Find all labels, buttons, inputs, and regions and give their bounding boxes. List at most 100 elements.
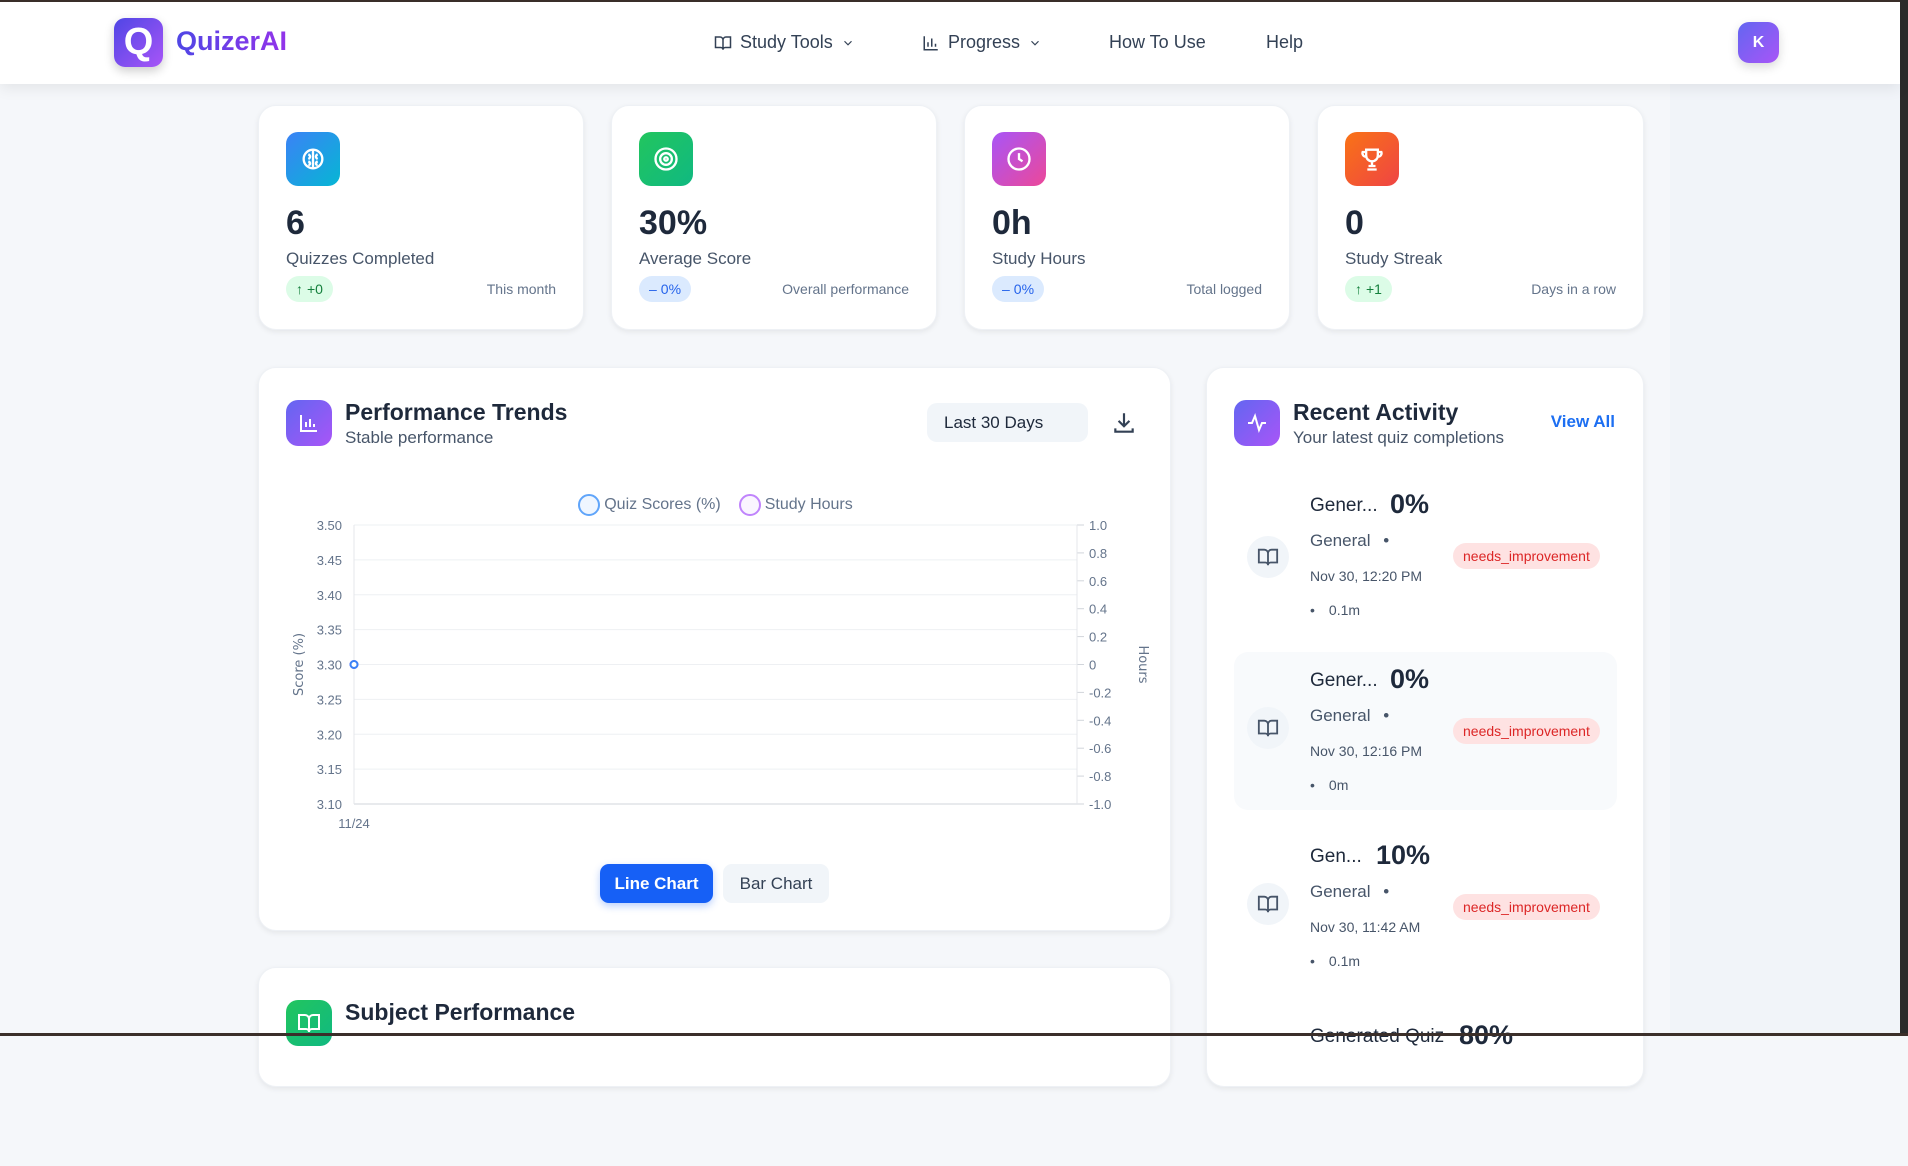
stat-note: Overall performance (782, 281, 909, 297)
activity-subject: General (1310, 531, 1371, 550)
chevron-down-icon (1031, 40, 1039, 46)
minus-icon: – (1002, 281, 1010, 297)
performance-chart: 3.50 3.45 3.40 3.35 3.30 3.25 3.20 3.15 3.10 1.0 0… (292, 518, 1150, 831)
y2-tick-label: 0.2 (1089, 630, 1107, 645)
stat-card-quizzes: 6 Quizzes Completed ↑ +0 This month (258, 105, 584, 330)
y-tick-label: 3.45 (317, 553, 342, 568)
stat-note: Total logged (1186, 281, 1262, 297)
logo-icon[interactable]: Q (114, 18, 163, 67)
nav-label: Help (1266, 32, 1304, 52)
legend-swatch (738, 494, 761, 516)
nav-how-to-use[interactable]: How To Use (1109, 32, 1206, 53)
download-icon[interactable] (1111, 410, 1137, 436)
card-subtitle: Your latest quiz completions (1293, 428, 1505, 447)
stat-change-badge: –0% (639, 276, 692, 302)
y2-tick-label: 0.6 (1089, 574, 1107, 589)
activity-item[interactable]: Gener... 0% General • Nov 30, 12:16 PM •… (1234, 652, 1617, 810)
stat-value: 6 (286, 204, 305, 242)
chevron-down-icon (843, 40, 852, 46)
y-axis-title: Score (%) (292, 633, 307, 696)
activity-title: Generated Quiz (1310, 1026, 1445, 1047)
y-tick-label: 3.50 (317, 518, 342, 533)
y-tick-label: 3.15 (317, 762, 342, 777)
stat-card-study-streak: 0 Study Streak ↑ +1 Days in a row (1317, 105, 1644, 330)
user-avatar[interactable]: K (1738, 22, 1779, 63)
data-point (349, 660, 359, 669)
y2-tick-label: 0.8 (1089, 546, 1107, 561)
y2-tick-label: -0.8 (1089, 769, 1111, 784)
subject-performance-card: Subject Performance (258, 967, 1171, 1087)
book-icon (1247, 883, 1289, 925)
stat-value: 0h (992, 204, 1032, 242)
bar-chart-icon (923, 35, 938, 50)
book-icon (714, 35, 732, 50)
y2-tick-label: 0.4 (1089, 602, 1107, 617)
legend-item-study-hours[interactable]: Study Hours (738, 494, 853, 516)
card-title: Recent Activity (1293, 399, 1459, 425)
date-range-select[interactable]: Last 30 Days (927, 403, 1088, 442)
y2-axis-title: Hours (1135, 645, 1150, 683)
bullet: • (1383, 882, 1390, 901)
activity-item[interactable]: Gener... 0% General • Nov 30, 12:20 PM •… (1234, 481, 1617, 639)
activity-date: Nov 30, 12:16 PM (1310, 743, 1423, 759)
line-chart-button[interactable]: Line Chart (600, 864, 713, 903)
y2-tick-label: 1.0 (1089, 518, 1107, 533)
activity-subject: General (1310, 882, 1371, 901)
stat-change-badge: ↑ +1 (1345, 276, 1392, 302)
activity-item[interactable]: Gen... 10% General • Nov 30, 11:42 AM • 0… (1234, 828, 1617, 986)
book-icon (1247, 707, 1289, 749)
status-badge: needs_improvement (1453, 718, 1600, 744)
bar-chart-button[interactable]: Bar Chart (723, 864, 829, 903)
activity-score: 10% (1376, 840, 1431, 870)
stat-value: 30% (639, 204, 708, 242)
window-bottom-border (0, 1033, 1908, 1036)
y-tick-label: 3.10 (317, 797, 342, 812)
activity-icon (1234, 400, 1280, 446)
status-badge: needs_improvement (1453, 543, 1600, 569)
y2-tick-label: -1.0 (1089, 797, 1111, 812)
nav-help[interactable]: Help (1266, 32, 1303, 53)
stat-change: +1 (1366, 281, 1382, 297)
stat-change: +0 (307, 281, 323, 297)
view-all-link[interactable]: View All (1550, 412, 1615, 431)
legend-label: Study Hours (764, 496, 853, 513)
scrollbar[interactable] (1900, 0, 1908, 1036)
activity-score: 0% (1390, 664, 1430, 694)
activity-date: Nov 30, 11:42 AM (1310, 919, 1421, 935)
bullet: • (1383, 531, 1390, 550)
activity-title: Gen... (1310, 846, 1362, 867)
bar-chart-icon (286, 400, 332, 446)
nav-study-tools[interactable]: Study Tools (714, 32, 855, 53)
y2-tick-label: -0.6 (1089, 741, 1111, 756)
recent-activity-card: Recent Activity Your latest quiz complet… (1206, 367, 1644, 1087)
stat-change-badge: –0% (992, 276, 1045, 302)
y-tick-label: 3.40 (317, 588, 342, 603)
stat-label: Study Hours (992, 249, 1086, 268)
nav-progress[interactable]: Progress (922, 32, 1042, 53)
book-icon (1247, 536, 1289, 578)
arrow-up-icon: ↑ (296, 281, 303, 297)
stat-change: 0% (1013, 281, 1035, 297)
legend-item-quiz-scores[interactable]: Quiz Scores (%) (578, 494, 721, 516)
bullet: • (1310, 777, 1315, 793)
bullet: • (1310, 602, 1315, 618)
y-tick-label: 3.20 (317, 727, 342, 742)
activity-subject: General (1310, 706, 1371, 725)
card-title: Performance Trends (345, 399, 568, 425)
book-icon (286, 1000, 332, 1046)
stat-label: Average Score (639, 249, 752, 268)
stat-change-badge: ↑ +0 (286, 276, 333, 302)
activity-item[interactable]: Generated Quiz 80% (1234, 1008, 1617, 1166)
brand-name[interactable]: QuizerAI (176, 26, 288, 56)
y-tick-label: 3.25 (317, 692, 342, 707)
status-badge: needs_improvement (1453, 894, 1600, 920)
brain-icon (286, 132, 340, 186)
bullet: • (1383, 706, 1390, 725)
activity-duration: 0.1m (1328, 953, 1361, 969)
activity-duration: 0.1m (1328, 602, 1361, 618)
trophy-icon (1345, 132, 1399, 186)
y-tick-label: 3.35 (317, 623, 342, 638)
arrow-up-icon: ↑ (1355, 281, 1362, 297)
activity-score: 0% (1390, 489, 1430, 519)
stat-card-study-hours: 0h Study Hours –0% Total logged (964, 105, 1290, 330)
